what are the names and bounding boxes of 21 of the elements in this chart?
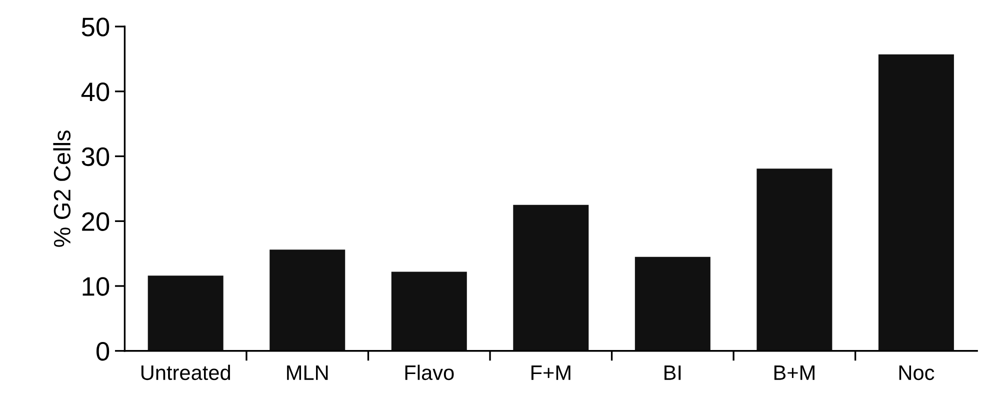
bar: [391, 272, 467, 351]
x-tick-label: F+M: [531, 366, 570, 380]
x-tick-label: Untreated: [141, 364, 230, 380]
bar: [878, 54, 954, 351]
bar: [148, 276, 224, 351]
y-tick-label: 50: [82, 18, 110, 36]
x-tick-label: MLN: [287, 366, 328, 380]
bar: [756, 168, 832, 351]
y-tick-label: 40: [81, 82, 110, 102]
bar: [270, 250, 346, 351]
x-tick-label: Flavo: [405, 364, 454, 380]
x-tick-label: B+M: [774, 366, 814, 380]
y-tick-label: 20: [82, 212, 110, 231]
y-axis-title: % G2 Cells: [53, 130, 71, 247]
y-tick-label: 0: [96, 342, 110, 361]
y-tick-label: 10: [82, 277, 110, 296]
bar: [513, 204, 589, 351]
bar: [634, 256, 710, 351]
y-tick-label: 30: [82, 147, 110, 166]
x-tick-label: Noc: [899, 366, 934, 380]
x-tick-label: BI: [664, 366, 681, 380]
